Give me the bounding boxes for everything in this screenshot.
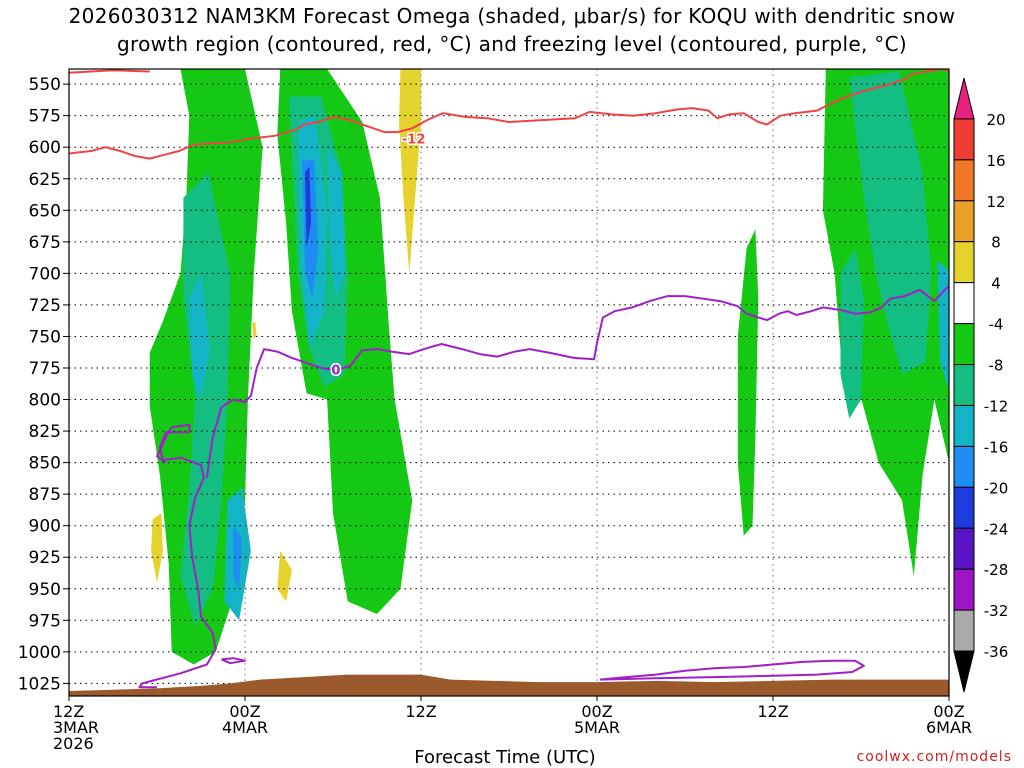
colorbar-label-20: 20	[986, 111, 1005, 129]
ytick-label-800: 800	[29, 391, 61, 411]
ytick-label-750: 750	[29, 327, 61, 347]
ytick-label-575: 575	[29, 107, 61, 127]
x-axis-title: Forecast Time (UTC)	[414, 747, 596, 768]
terrain-layer	[69, 674, 949, 696]
xtick-label-0-1: 3MAR	[53, 718, 99, 737]
colorbar-label--12: -12	[984, 397, 1009, 415]
ytick-label-825: 825	[29, 422, 61, 442]
ytick-label-875: 875	[29, 485, 61, 505]
colorbar-bin-7	[953, 364, 975, 406]
colorbar-bin-8	[953, 404, 975, 447]
ytick-label-700: 700	[29, 264, 61, 284]
ytick-label-900: 900	[29, 517, 61, 537]
xtick-label-12-0: 00Z	[229, 702, 260, 721]
colorbar-bin-10	[953, 486, 975, 529]
freezing-level-main	[138, 423, 217, 689]
xtick-label-0-2: 2026	[53, 734, 94, 753]
y-axis: 550 575 600 625 650 675 700 725 750 775 800 825 850 8…	[18, 75, 69, 694]
colorbar-bin-2	[953, 159, 975, 202]
colorbar-label--8: -8	[989, 357, 1004, 375]
ytick-label-650: 650	[29, 201, 61, 221]
omega-region-17	[151, 513, 163, 583]
colorbar-bin-13	[953, 609, 975, 652]
dgz-minus12-right	[912, 69, 949, 75]
colorbar-bin-3	[953, 200, 975, 243]
dgz-minus12-upper	[69, 69, 150, 74]
xtick-label-12-1: 4MAR	[222, 718, 268, 737]
ytick-label-950: 950	[29, 580, 61, 600]
colorbar-label--20: -20	[984, 479, 1009, 497]
colorbar-label--16: -16	[984, 438, 1009, 456]
omega-shading	[149, 69, 949, 665]
omega-region-6	[840, 248, 864, 419]
dgz-minus12-upper-label: -12	[955, 73, 979, 88]
omega-region-15	[305, 166, 311, 249]
omega-region-18	[277, 550, 292, 602]
xtick-label-48-0: 12Z	[757, 702, 788, 721]
ytick-label-600: 600	[29, 138, 61, 158]
xtick-label-24-0: 12Z	[405, 702, 436, 721]
plot-frame	[68, 68, 950, 697]
ytick-label-625: 625	[29, 170, 61, 190]
terrain	[69, 674, 949, 696]
freezing-level-upper-label: 0	[331, 364, 340, 379]
omega-region-14	[233, 525, 243, 589]
colorbar-label-12: 12	[986, 193, 1005, 211]
ytick-label-550: 550	[29, 75, 61, 95]
ytick-label-775: 775	[29, 359, 61, 379]
colorbar-bin-9	[953, 445, 975, 488]
freezing-level-upper	[205, 284, 949, 478]
xtick-label-36-1: 5MAR	[574, 718, 620, 737]
colorbar-bin-6	[953, 323, 975, 366]
watermark[interactable]: coolwx.com/models	[856, 749, 1012, 765]
chart-title-line1: 2026030312 NAM3KM Forecast Omega (shaded…	[68, 4, 956, 28]
omega-region-2	[737, 229, 759, 536]
colorbar-bin-4	[953, 241, 975, 284]
colorbar-label--36: -36	[984, 643, 1009, 661]
colorbar-bin-bottom	[953, 650, 975, 693]
xtick-label-60-1: 6MAR	[926, 718, 972, 737]
xtick-label-60-0: 00Z	[933, 702, 964, 721]
chart-title-line2: growth region (contoured, red, °C) and f…	[117, 32, 907, 56]
colorbar-bin-top	[953, 77, 975, 120]
ytick-label-925: 925	[29, 548, 61, 568]
xtick-label-0-0: 12Z	[53, 702, 84, 721]
ytick-label-1000: 1000	[18, 643, 61, 663]
colorbar-label--24: -24	[984, 520, 1009, 538]
omega-region-10	[189, 273, 210, 400]
colorbar-bin-12	[953, 568, 975, 611]
freezing-level-surface	[599, 659, 865, 681]
colorbar-label-4: 4	[991, 275, 1001, 293]
colorbar-label--4: -4	[989, 316, 1004, 334]
omega-region-19	[252, 321, 257, 339]
ytick-label-975: 975	[29, 611, 61, 631]
colorbar-bin-1	[953, 118, 975, 161]
colorbar-bin-11	[953, 527, 975, 570]
ytick-label-850: 850	[29, 454, 61, 474]
omega-region-12	[937, 260, 949, 391]
colorbar-label--32: -32	[984, 602, 1009, 620]
dgz-minus12-main	[69, 73, 913, 160]
colorbar-bin-5	[953, 282, 975, 325]
colorbar-label--28: -28	[984, 561, 1009, 579]
ytick-label-675: 675	[29, 233, 61, 253]
ytick-label-725: 725	[29, 296, 61, 316]
grid-lines	[69, 69, 949, 696]
ytick-label-1025: 1025	[18, 674, 61, 694]
dgz-minus12-main-label: -12	[402, 133, 426, 148]
freezing-level-small-loop	[221, 657, 246, 665]
colorbar: 20 16 12 8 4 -4 -8 -12 -16 -20 -24 -28 -32 -36	[953, 77, 1009, 693]
omega-region-16	[399, 69, 421, 274]
colorbar-label-16: 16	[986, 152, 1005, 170]
xtick-label-36-0: 00Z	[581, 702, 612, 721]
colorbar-label-8: 8	[991, 234, 1001, 252]
omega-region-11	[327, 147, 345, 299]
